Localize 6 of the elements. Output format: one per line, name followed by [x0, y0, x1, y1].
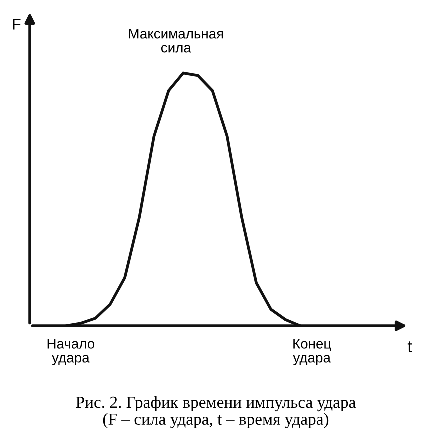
y-axis-title: F	[13, 19, 21, 30]
x-axis-title: t	[408, 342, 412, 353]
text: Максимальная сила	[129, 29, 224, 53]
text: Конец удара	[293, 339, 332, 366]
text: Рис. 2. График времени импульса удара (F – сила удара, t – время удара)	[76, 396, 356, 428]
text: Начало удара	[48, 339, 95, 366]
